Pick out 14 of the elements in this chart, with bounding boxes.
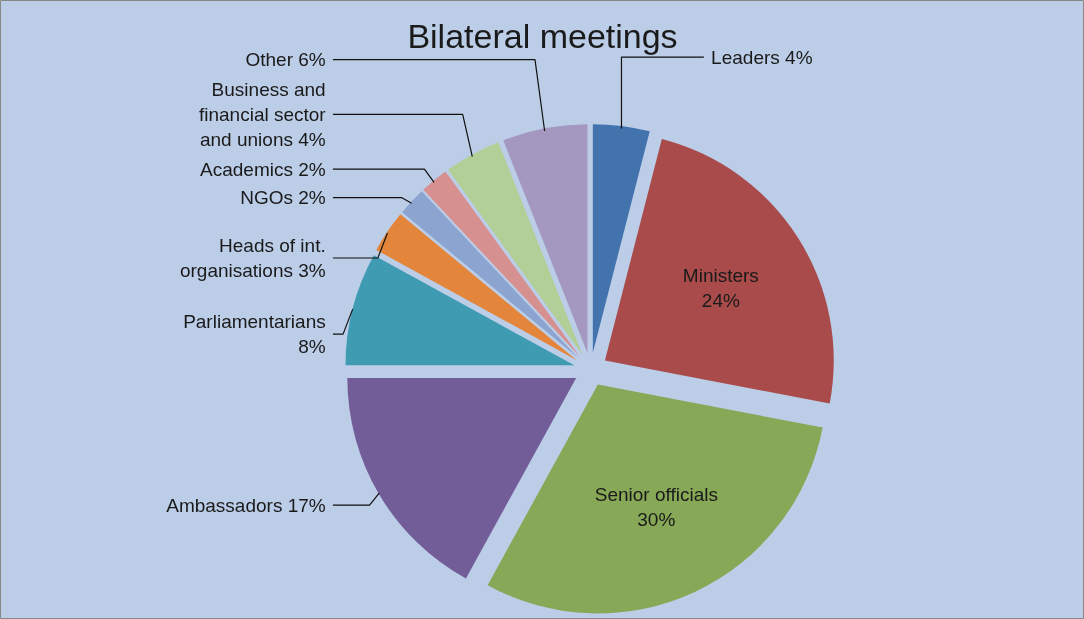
slice-label: Ministers (682, 264, 759, 286)
slice-label: Academics 2% (200, 158, 326, 180)
slice-label: Senior officials (594, 484, 718, 506)
slice-label: Parliamentarians (183, 311, 326, 333)
slice-label: Heads of int. organisations 3% (179, 234, 326, 282)
slice-label: Business and financial sector and unions 4% (198, 78, 327, 151)
slice-label: Ambassadors 17% (166, 494, 326, 516)
chart-title: Bilateral meetings (407, 17, 678, 56)
slice-label: Other 6% (245, 49, 326, 71)
slice-label: NGOs 2% (240, 187, 326, 209)
data-label: 8% (298, 336, 326, 358)
slice-label: Leaders 4% (711, 46, 813, 68)
data-label: 30% (637, 509, 676, 531)
data-label: 24% (701, 289, 740, 311)
